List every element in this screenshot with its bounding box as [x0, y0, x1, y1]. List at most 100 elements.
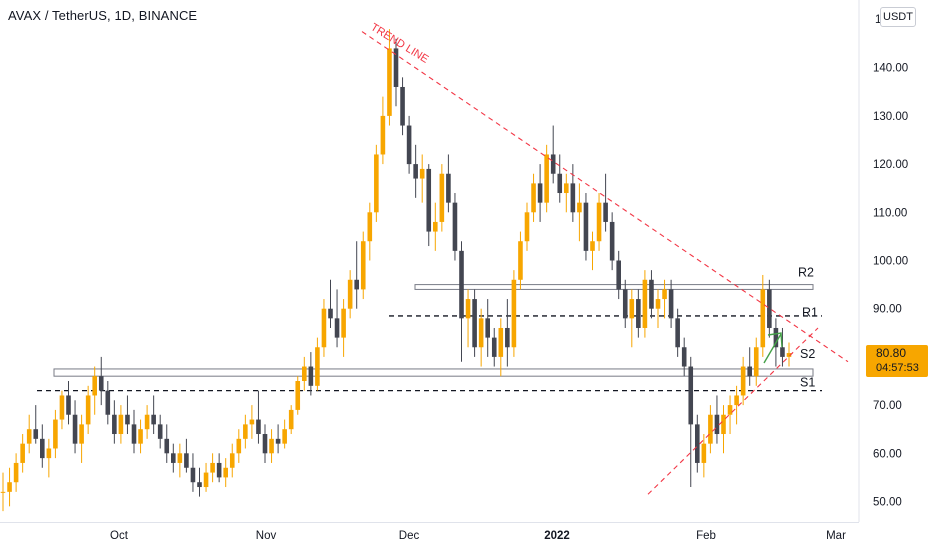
candle-body	[662, 289, 667, 300]
candle-body	[7, 482, 12, 492]
candle-body	[773, 327, 779, 348]
candle-body	[518, 241, 523, 280]
candle	[577, 183, 582, 242]
candle	[485, 299, 490, 357]
candle	[275, 424, 281, 454]
candle	[419, 154, 425, 203]
candle-body	[400, 86, 405, 126]
candle-body	[531, 183, 536, 213]
candle-body	[577, 202, 582, 213]
currency-badge[interactable]: USDT	[880, 7, 916, 27]
candle-body	[609, 221, 615, 261]
candle	[79, 414, 84, 463]
candle	[695, 414, 700, 473]
candle-body	[550, 154, 556, 174]
candle	[550, 125, 556, 184]
candle	[7, 467, 12, 507]
candle	[269, 429, 274, 463]
candle	[400, 77, 405, 136]
candle-body	[223, 467, 228, 478]
candle	[315, 337, 320, 391]
candle-body	[302, 366, 307, 381]
candle-body	[760, 289, 766, 348]
candle-body	[537, 183, 543, 203]
candle	[413, 144, 418, 198]
candle	[72, 400, 78, 454]
candle	[518, 231, 523, 290]
candle-body	[79, 424, 84, 444]
time-axis[interactable]: Oct Nov Dec 2022 Feb Mar	[0, 522, 859, 543]
candle	[734, 385, 739, 425]
candle	[433, 202, 438, 251]
candle	[125, 395, 130, 435]
time-tick-label: 2022	[544, 530, 570, 542]
candle-body	[668, 289, 674, 319]
candle-body	[583, 202, 589, 251]
candle-body	[511, 279, 517, 348]
candle	[662, 279, 667, 319]
candle	[747, 347, 752, 386]
candle-body	[0, 491, 6, 493]
candle	[472, 289, 477, 357]
candle-body	[786, 353, 792, 357]
candle	[321, 299, 327, 357]
candle-body	[485, 318, 490, 338]
candle-body	[308, 366, 314, 386]
candle	[406, 115, 412, 174]
price-tick-label: 140.00	[873, 63, 908, 75]
candle-body	[426, 168, 432, 232]
candle-body	[92, 376, 97, 396]
candle	[282, 419, 287, 449]
candle	[537, 164, 543, 222]
candle	[236, 429, 242, 463]
candle-body	[138, 429, 143, 444]
candle	[223, 458, 228, 488]
candle	[308, 352, 314, 396]
candle	[302, 356, 307, 391]
price-tick-label: 120.00	[873, 159, 908, 171]
candle	[262, 424, 268, 463]
candle	[786, 342, 792, 367]
current-price: 80.80	[876, 346, 907, 360]
r2-zone	[414, 284, 814, 290]
candle	[570, 164, 576, 222]
candle	[636, 289, 641, 338]
candle-body	[649, 279, 654, 309]
candle-body	[452, 202, 458, 251]
candle	[203, 462, 209, 492]
candle	[596, 193, 602, 251]
candle	[13, 453, 19, 492]
candle-body	[105, 390, 111, 415]
candle	[616, 250, 621, 300]
price-tick-label: 50.00	[873, 497, 902, 509]
candle-body	[269, 438, 274, 454]
candle	[629, 289, 635, 348]
symbol-title[interactable]: AVAX / TetherUS, 1D, BINANCE	[8, 8, 198, 23]
candle-body	[321, 308, 327, 348]
candle-body	[505, 327, 510, 348]
time-tick-label: Oct	[110, 530, 129, 542]
candle	[59, 390, 65, 430]
candle	[544, 144, 549, 213]
candle	[557, 154, 563, 203]
up-arrow-icon	[763, 332, 783, 364]
candle	[347, 270, 353, 319]
candle	[622, 279, 628, 328]
candle	[328, 279, 333, 328]
candle	[583, 193, 589, 261]
candle	[655, 289, 661, 328]
candle	[164, 424, 170, 463]
price-tick-label: 70.00	[873, 400, 902, 412]
candle-body	[727, 405, 733, 415]
candle-body	[151, 414, 156, 425]
candle-body	[210, 462, 215, 473]
candle-body	[354, 279, 359, 290]
candle	[491, 327, 497, 367]
price-tick-label: 130.00	[873, 111, 908, 123]
candle	[85, 385, 91, 435]
current-price-tag: 80.80 04:57:53	[866, 345, 928, 377]
candle-body	[642, 279, 648, 328]
candle	[505, 299, 510, 367]
